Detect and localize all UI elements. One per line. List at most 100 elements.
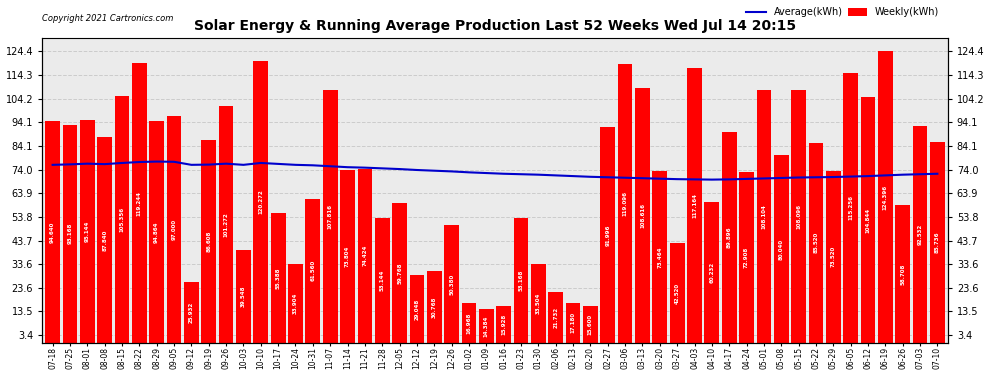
Bar [219, 106, 234, 343]
Text: 15.600: 15.600 [588, 314, 593, 335]
Bar [774, 155, 789, 343]
Bar [895, 206, 910, 343]
Legend: Average(kWh), Weekly(kWh): Average(kWh), Weekly(kWh) [742, 3, 942, 21]
Bar [687, 68, 702, 343]
Bar [583, 306, 598, 343]
Bar [600, 128, 615, 343]
Bar [392, 203, 407, 343]
Bar [236, 250, 250, 343]
Bar [115, 96, 130, 343]
Text: 73.464: 73.464 [657, 246, 662, 268]
Bar [878, 51, 893, 343]
Text: 16.968: 16.968 [466, 312, 471, 334]
Bar [253, 61, 268, 343]
Text: 21.732: 21.732 [553, 307, 558, 328]
Bar [636, 88, 649, 343]
Bar [80, 120, 95, 343]
Title: Solar Energy & Running Average Production Last 52 Weeks Wed Jul 14 20:15: Solar Energy & Running Average Productio… [194, 19, 796, 33]
Text: 80.040: 80.040 [779, 238, 784, 260]
Text: 61.560: 61.560 [310, 260, 316, 282]
Bar [132, 63, 147, 343]
Text: 108.104: 108.104 [761, 204, 766, 229]
Text: 73.520: 73.520 [831, 246, 836, 267]
Bar [722, 132, 737, 343]
Text: 91.996: 91.996 [605, 225, 610, 246]
Text: 87.840: 87.840 [102, 230, 107, 251]
Bar [306, 199, 320, 343]
Bar [826, 171, 841, 343]
Bar [565, 303, 580, 343]
Text: 55.388: 55.388 [275, 267, 280, 289]
Bar [97, 137, 112, 343]
Text: 29.048: 29.048 [415, 298, 420, 320]
Text: 89.896: 89.896 [727, 227, 732, 248]
Text: 108.096: 108.096 [796, 204, 801, 229]
Bar [375, 218, 390, 343]
Text: 58.708: 58.708 [900, 264, 905, 285]
Bar [410, 275, 425, 343]
Text: 119.096: 119.096 [623, 191, 628, 216]
Text: 117.164: 117.164 [692, 193, 697, 218]
Bar [913, 126, 928, 343]
Text: 53.144: 53.144 [380, 270, 385, 291]
Bar [445, 225, 459, 343]
Bar [791, 90, 806, 343]
Bar [201, 140, 216, 343]
Bar [843, 73, 858, 343]
Text: 97.000: 97.000 [171, 219, 176, 240]
Text: 107.816: 107.816 [328, 204, 333, 229]
Text: 42.520: 42.520 [674, 283, 680, 304]
Bar [618, 64, 633, 343]
Bar [166, 116, 181, 343]
Text: 33.904: 33.904 [293, 292, 298, 314]
Bar [479, 309, 494, 343]
Bar [740, 172, 754, 343]
Bar [514, 218, 529, 343]
Text: 72.908: 72.908 [744, 247, 749, 268]
Bar [341, 170, 354, 343]
Text: 119.244: 119.244 [137, 191, 142, 216]
Bar [62, 124, 77, 343]
Bar [271, 213, 285, 343]
Text: 115.256: 115.256 [848, 195, 853, 220]
Bar [461, 303, 476, 343]
Text: 92.532: 92.532 [918, 224, 923, 245]
Text: 59.768: 59.768 [397, 262, 402, 284]
Bar [652, 171, 667, 343]
Text: 101.272: 101.272 [224, 212, 229, 237]
Bar [288, 264, 303, 343]
Text: 60.232: 60.232 [710, 262, 715, 283]
Text: 39.548: 39.548 [241, 286, 246, 308]
Text: 73.804: 73.804 [346, 246, 350, 267]
Bar [756, 90, 771, 343]
Text: 86.608: 86.608 [206, 231, 211, 252]
Text: 94.640: 94.640 [50, 221, 55, 243]
Text: 93.168: 93.168 [67, 223, 72, 245]
Text: 17.180: 17.180 [570, 312, 575, 333]
Bar [809, 142, 824, 343]
Bar [427, 271, 442, 343]
Bar [531, 264, 545, 343]
Text: 30.768: 30.768 [432, 296, 437, 318]
Text: 104.844: 104.844 [865, 207, 870, 232]
Text: 85.736: 85.736 [935, 232, 940, 253]
Text: 33.504: 33.504 [536, 293, 541, 315]
Text: 14.384: 14.384 [484, 315, 489, 337]
Text: 124.396: 124.396 [883, 184, 888, 210]
Text: 85.520: 85.520 [814, 232, 819, 254]
Bar [705, 202, 719, 343]
Bar [670, 243, 684, 343]
Text: 50.380: 50.380 [449, 273, 454, 295]
Bar [496, 306, 511, 343]
Bar [357, 168, 372, 343]
Bar [548, 292, 563, 343]
Bar [323, 90, 338, 343]
Bar [46, 121, 60, 343]
Text: 120.272: 120.272 [258, 190, 263, 214]
Text: 15.928: 15.928 [501, 314, 506, 335]
Text: 53.168: 53.168 [519, 270, 524, 291]
Text: 94.864: 94.864 [154, 221, 159, 243]
Text: 74.424: 74.424 [362, 245, 367, 267]
Bar [184, 282, 199, 343]
Bar [930, 142, 944, 343]
